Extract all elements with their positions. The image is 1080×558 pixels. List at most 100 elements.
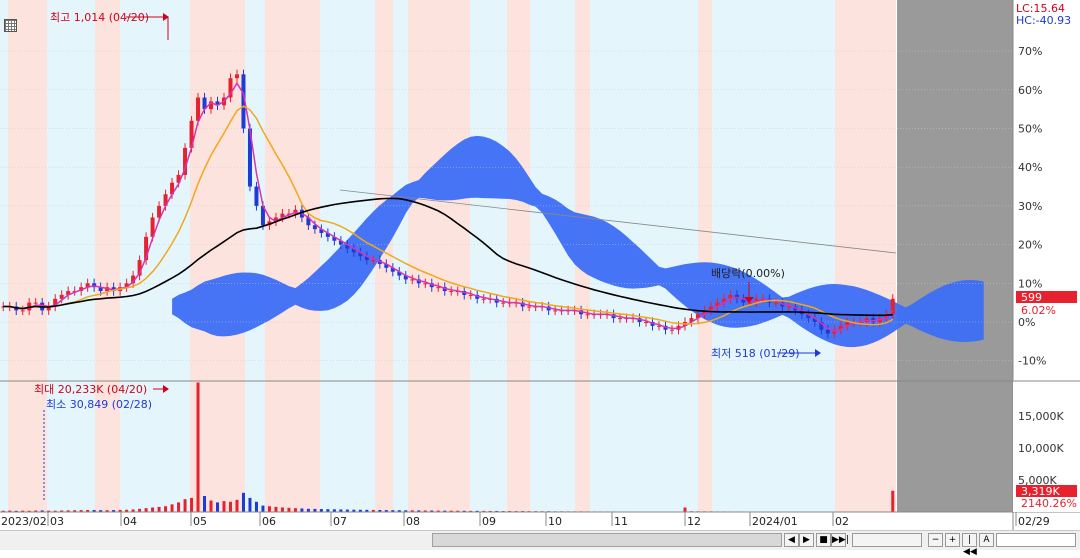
scroll-prev-button[interactable]: ◀ [784,533,799,547]
font-button[interactable]: A [979,533,994,547]
candle-body [826,330,830,334]
stock-chart[interactable]: LC:15.64 HC:-40.93 70%60%50%40%30%20%10%… [0,0,1080,530]
current-volume-ratio: 2140.26% [1021,497,1077,510]
volume-bar [268,506,271,512]
candle-body [469,295,473,296]
zoom-slider[interactable] [852,533,922,547]
band-6 [245,0,265,512]
candle-body [34,303,38,304]
band-10 [393,0,408,512]
volume-bar [158,507,161,512]
volume-bar [287,508,290,512]
candle-body [371,260,375,261]
volume-bar [171,504,174,512]
volume-bar [261,506,264,512]
future-area [897,0,1013,512]
candle-body [774,303,778,304]
candle-body [235,74,239,78]
x-tick-label: 07 [333,515,347,528]
candle-body [748,303,752,304]
band-19 [835,0,896,512]
candle-body [254,187,258,206]
candle-body [670,330,674,331]
band-0 [0,0,8,512]
price-tick-label: 70% [1018,45,1042,58]
band-17 [698,0,712,512]
band-18 [712,0,835,512]
band-4 [120,0,190,512]
first-button[interactable]: ■ [816,533,831,547]
candle-body [196,98,200,121]
volume-bar [151,508,154,512]
volume-bar [255,502,258,512]
volume-bar [891,491,894,512]
volume-bar [197,383,200,512]
candle-body [618,318,622,319]
volume-bar [281,508,284,512]
chart-scrollbar[interactable]: ◀ ▶ ■ ▶▶| − + |◀◀ A [0,530,1080,550]
price-tick-label: 30% [1018,200,1042,213]
x-tick-label: 06 [262,515,276,528]
candle-body [436,287,440,288]
candle-body [449,291,453,292]
band-2 [47,0,95,512]
volume-bar [190,498,193,512]
x-tick-label: 2024/01 [752,515,798,528]
volume-bar [210,500,213,512]
candle-body [644,322,648,323]
zoom-in-button[interactable]: + [945,533,960,547]
band-1 [8,0,47,512]
volume-bar [235,500,238,512]
price-tick-label: 20% [1018,239,1042,252]
price-tick-label: 50% [1018,123,1042,136]
price-tick-label: -10% [1018,355,1046,368]
volume-bar [300,508,303,512]
candle-body [410,279,414,280]
volume-bar [294,508,297,512]
volume-bar [145,508,148,512]
last-button[interactable]: ▶▶| [831,533,846,547]
price-tick-label: 10% [1018,277,1042,290]
candle-body [527,307,531,308]
x-tick-label: 02/29 [1018,515,1050,528]
band-14 [530,0,575,512]
tool-icons[interactable] [996,533,1076,547]
svg-text:배당락(0.00%): 배당락(0.00%) [711,267,785,280]
volume-bar [164,506,167,512]
band-12 [470,0,507,512]
background-bands [0,0,896,512]
volume-bar [242,493,245,512]
band-11 [408,0,470,512]
volume-bar [274,507,277,512]
candle-body [657,326,661,327]
svg-text:최대 20,233K (04/20): 최대 20,233K (04/20) [34,383,147,396]
volume-bar [216,502,219,512]
price-tick-label: 40% [1018,161,1042,174]
zoom-out-button[interactable]: − [928,533,943,547]
stop-button[interactable]: |◀◀ [962,533,977,547]
x-tick-label: 10 [548,515,562,528]
x-tick-label: 02 [835,515,849,528]
x-tick-label: 2023/02 [1,515,47,528]
volume-tick-label: 15,000K [1018,410,1064,423]
x-tick-label: 05 [193,515,207,528]
volume-bar [248,498,251,512]
candle-body [553,310,557,311]
scroll-thumb[interactable] [432,533,782,547]
svg-text:최소 30,849 (02/28): 최소 30,849 (02/28) [46,398,152,411]
hc-label: HC:-40.93 [1016,14,1071,27]
x-tick-label: 08 [406,515,420,528]
volume-bar [203,496,206,512]
x-tick-label: 09 [482,515,496,528]
band-3 [95,0,120,512]
volume-bar [683,508,686,512]
current-change: 6.02% [1021,304,1056,317]
scroll-next-button[interactable]: ▶ [799,533,814,547]
x-tick-label: 11 [614,515,628,528]
candle-body [423,283,427,284]
grid-toggle-icon[interactable] [4,19,17,32]
price-tick-label: 60% [1018,84,1042,97]
candle-body [501,303,505,304]
band-7 [265,0,320,512]
